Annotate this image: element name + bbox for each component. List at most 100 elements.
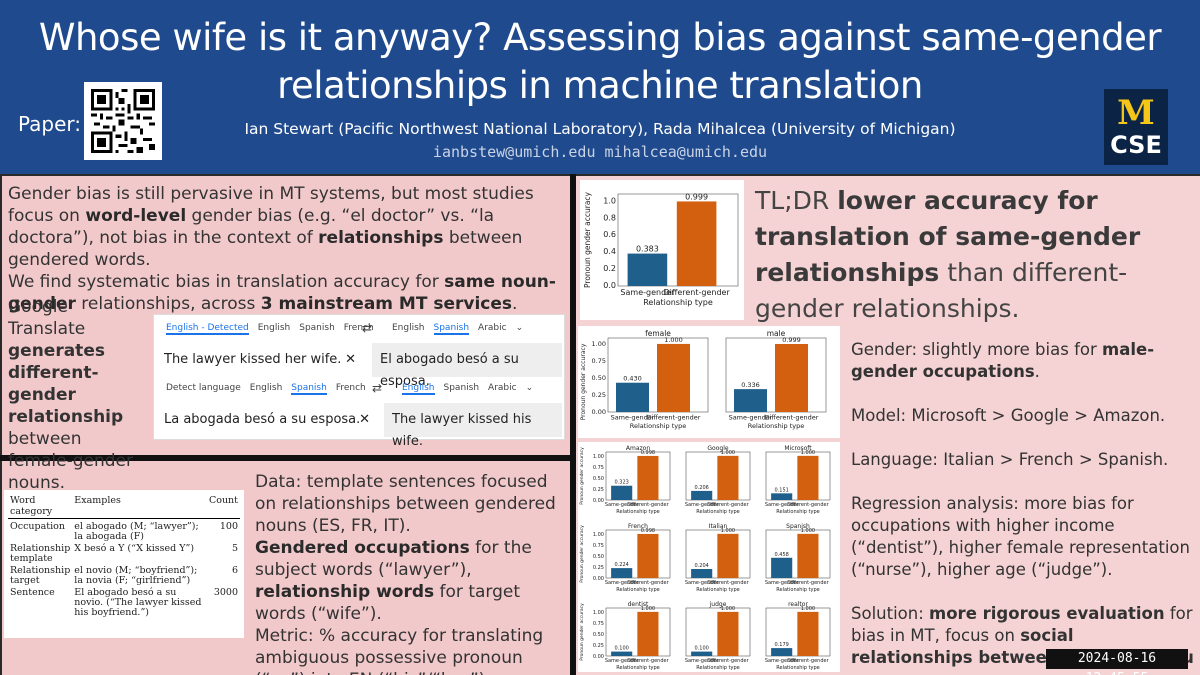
x-axis-label: Relationship type bbox=[696, 509, 739, 515]
intro-text: Gender bias is still pervasive in MT sys… bbox=[8, 184, 556, 314]
lang-tab[interactable]: Spanish bbox=[299, 323, 335, 333]
panel-title: Spanish bbox=[786, 523, 810, 530]
logo-letter: M bbox=[1117, 93, 1155, 133]
bar bbox=[637, 533, 659, 578]
source-language-tabs: Detect language English Spanish French bbox=[166, 383, 375, 395]
category-label: Different-gender bbox=[787, 502, 829, 508]
y-tick-label: 0.50 bbox=[593, 476, 604, 482]
bar bbox=[691, 651, 713, 656]
category-label: Different-gender bbox=[627, 502, 669, 508]
bar bbox=[717, 455, 739, 500]
column-divider bbox=[570, 174, 576, 675]
lang-tab[interactable]: Arabic bbox=[488, 383, 517, 393]
y-axis-label: Pronoun gender accuracy bbox=[579, 447, 585, 505]
category-label: Different-gender bbox=[707, 658, 749, 664]
lang-tab[interactable]: Detect language bbox=[166, 383, 241, 393]
lang-tab[interactable]: Spanish bbox=[433, 323, 470, 335]
chevron-down-icon[interactable]: ⌄ bbox=[515, 323, 524, 333]
findings-list: Gender: slightly more bias for male-gend… bbox=[851, 339, 1196, 675]
y-tick-label: 0.25 bbox=[593, 487, 604, 493]
source-text-field[interactable]: La abogada besó a su esposa. ✕ bbox=[156, 403, 378, 437]
main-accuracy-chart: 0.383 0.999 Same-genderDifferent-genderRel… bbox=[580, 180, 744, 320]
table-cell: el novio (M; “boyfriend”); la novia (F; … bbox=[74, 565, 198, 586]
lang-tab[interactable]: French bbox=[335, 383, 366, 393]
y-tick-label: 0.8 bbox=[603, 213, 616, 222]
y-tick-label: 0.25 bbox=[593, 565, 604, 571]
source-text: La abogada besó a su esposa. bbox=[164, 412, 361, 427]
bar bbox=[717, 533, 739, 578]
y-tick-label: 0.2 bbox=[603, 264, 616, 273]
bar-value-label: 0.179 bbox=[775, 642, 789, 648]
table-cell: Sentence bbox=[10, 587, 55, 598]
category-label: Same-gender bbox=[620, 288, 675, 297]
lang-tab[interactable]: English bbox=[249, 383, 283, 393]
y-tick-label: 0.25 bbox=[592, 391, 606, 399]
swap-languages-icon[interactable]: ⇄ bbox=[372, 381, 383, 395]
category-label: Different-gender bbox=[765, 414, 819, 422]
bar bbox=[627, 253, 668, 286]
clear-icon[interactable]: ✕ bbox=[359, 412, 370, 427]
x-axis-label: Relationship type bbox=[643, 298, 713, 307]
paper-label: Paper: bbox=[18, 112, 82, 136]
bar bbox=[797, 533, 819, 578]
bar-value-label: 1.000 bbox=[664, 336, 683, 344]
category-label: Different-gender bbox=[663, 288, 730, 297]
x-axis-label: Relationship type bbox=[630, 422, 687, 430]
y-tick-label: 1.00 bbox=[593, 454, 604, 460]
x-axis-label: Relationship type bbox=[696, 587, 739, 593]
lang-tab[interactable]: English bbox=[392, 323, 425, 333]
row-divider bbox=[0, 455, 570, 461]
category-label: Different-gender bbox=[787, 658, 829, 664]
category-label: Same-gender bbox=[729, 414, 773, 422]
category-label: Same-gender bbox=[685, 658, 720, 664]
y-axis-label: Pronoun gender accuracy bbox=[579, 525, 585, 583]
x-axis-label: Relationship type bbox=[776, 587, 819, 593]
table-cell: 5 bbox=[231, 543, 238, 554]
y-tick-label: 0.50 bbox=[592, 374, 606, 382]
poster-title: Whose wife is it anyway? Assessing bias … bbox=[38, 16, 1162, 107]
author-emails: ianbstew@umich.edu mihalcea@umich.edu bbox=[432, 143, 768, 161]
panel-title: dentist bbox=[628, 601, 649, 608]
bar-value-label: 1.000 bbox=[641, 606, 655, 612]
lang-tab[interactable]: English bbox=[402, 383, 435, 395]
category-label: Same-gender bbox=[765, 658, 800, 664]
bar-value-label: 0.206 bbox=[695, 485, 709, 491]
lang-tab[interactable]: French bbox=[343, 323, 374, 333]
y-axis-label: Pronoun gender accuracy bbox=[579, 603, 585, 661]
category-label: Same-gender bbox=[605, 502, 640, 508]
bar bbox=[616, 382, 649, 412]
table-header: Count bbox=[206, 494, 240, 519]
source-text-field[interactable]: The lawyer kissed her wife. ✕ bbox=[156, 343, 366, 377]
logo-text: CSE bbox=[1110, 131, 1162, 159]
bar-value-label: 0.999 bbox=[685, 192, 708, 201]
panel-title: Italian bbox=[709, 523, 728, 530]
table-cell: el abogado (M; “lawyer”); la abogada (F) bbox=[74, 521, 199, 542]
lang-tab[interactable]: Arabic bbox=[478, 323, 507, 333]
table-header: Word category bbox=[8, 494, 73, 519]
clear-icon[interactable]: ✕ bbox=[345, 352, 356, 367]
table-row: Sentence El abogado besó a su novio. (“T… bbox=[8, 587, 240, 619]
bar bbox=[771, 557, 793, 578]
y-tick-label: 0.50 bbox=[593, 632, 604, 638]
target-language-tabs: English Spanish Arabic ⌄ bbox=[402, 383, 542, 395]
chevron-down-icon[interactable]: ⌄ bbox=[525, 383, 534, 393]
bar bbox=[611, 485, 633, 500]
lang-tab[interactable]: Spanish bbox=[443, 383, 480, 393]
swap-languages-icon[interactable]: ⇄ bbox=[362, 321, 373, 335]
bar bbox=[611, 568, 633, 578]
y-tick-label: 0.0 bbox=[603, 281, 616, 290]
y-tick-label: 1.00 bbox=[593, 532, 604, 538]
authors: Ian Stewart (Pacific Northwest National … bbox=[244, 120, 956, 138]
lang-tab[interactable]: Spanish bbox=[291, 383, 327, 395]
table-cell: X besó a Y (“X kissed Y”) bbox=[74, 543, 195, 554]
gender-accuracy-chart: 0.4301.000femaleSame-genderDifferent-gen… bbox=[578, 326, 840, 438]
bar bbox=[771, 648, 793, 656]
lang-tab[interactable]: English - Detected bbox=[166, 323, 249, 335]
table-cell: Relationship target bbox=[10, 565, 71, 586]
y-tick-label: 0.00 bbox=[593, 498, 604, 504]
qr-code-icon[interactable] bbox=[84, 82, 162, 160]
lang-tab[interactable]: English bbox=[257, 323, 291, 333]
panel-title: Google bbox=[707, 445, 728, 452]
y-tick-label: 0.00 bbox=[592, 408, 606, 416]
panel-title: female bbox=[645, 329, 671, 338]
